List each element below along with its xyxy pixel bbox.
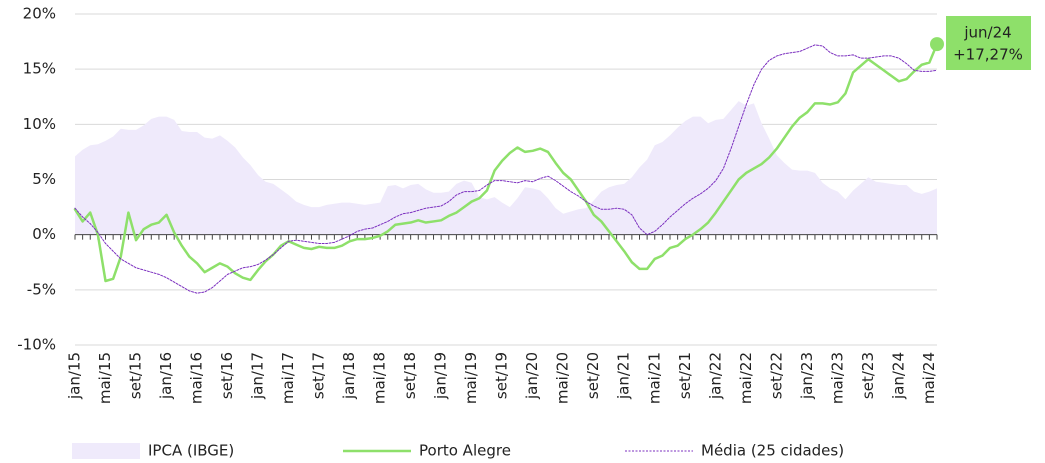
- annotation-date: jun/24: [963, 24, 1011, 42]
- x-tick-label: set/17: [310, 352, 328, 399]
- legend-label: Média (25 cidades): [701, 442, 844, 460]
- x-tick-label: jan/17: [249, 352, 267, 400]
- annotation-box: [946, 16, 1031, 70]
- area: [75, 101, 937, 235]
- y-tick-label: -10%: [17, 336, 56, 354]
- x-tick-label: mai/19: [462, 352, 480, 404]
- legend-swatch: [72, 443, 140, 459]
- x-tick-label: set/21: [676, 352, 694, 399]
- x-tick-label: jan/20: [523, 352, 541, 400]
- x-tick-label: jan/22: [706, 352, 724, 400]
- y-tick-label: 5%: [32, 170, 56, 188]
- y-tick-label: 10%: [23, 115, 56, 133]
- x-tick-label: set/19: [493, 352, 511, 399]
- annotation-label: +17,27%: [953, 46, 1023, 64]
- x-tick-label: mai/16: [188, 352, 206, 404]
- end-point: [930, 37, 944, 52]
- y-tick-label: 15%: [23, 60, 56, 78]
- legend-label: IPCA (IBGE): [148, 442, 234, 460]
- x-tick-label: jan/23: [798, 352, 816, 400]
- x-tick-label: jan/21: [615, 352, 633, 400]
- x-tick-label: jan/19: [432, 352, 450, 400]
- x-tick-label: jan/18: [340, 352, 358, 400]
- x-tick-label: jan/16: [157, 352, 175, 400]
- legend-label: Porto Alegre: [419, 442, 511, 460]
- x-tick-label: set/22: [767, 352, 785, 399]
- x-tick-label: mai/18: [371, 352, 389, 404]
- x-tick-label: jan/24: [889, 352, 907, 400]
- x-tick-label: mai/21: [645, 352, 663, 404]
- x-tick-label: mai/24: [920, 352, 938, 404]
- y-tick-label: 20%: [23, 5, 56, 23]
- x-tick-label: mai/17: [279, 352, 297, 404]
- x-tick-label: set/15: [127, 352, 145, 399]
- x-tick-label: jan/15: [66, 352, 84, 400]
- x-tick-label: set/18: [401, 352, 419, 399]
- x-tick-label: mai/22: [737, 352, 755, 404]
- x-tick-label: set/20: [584, 352, 602, 399]
- x-tick-label: set/16: [218, 352, 236, 399]
- y-tick-label: -5%: [27, 280, 56, 298]
- x-tick-label: set/23: [859, 352, 877, 399]
- x-tick-label: mai/23: [828, 352, 846, 404]
- y-tick-label: 0%: [32, 225, 56, 243]
- line: [74, 44, 938, 294]
- line: [73, 42, 939, 283]
- x-tick-label: mai/20: [554, 352, 572, 404]
- x-tick-label: mai/15: [96, 352, 114, 404]
